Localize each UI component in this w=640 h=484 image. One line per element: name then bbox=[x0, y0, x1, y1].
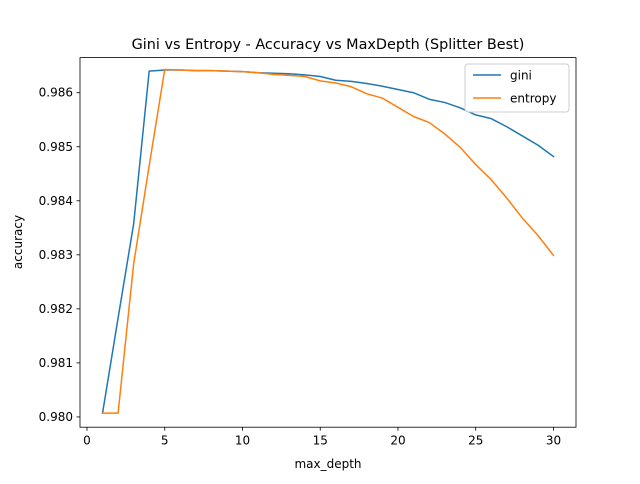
y-axis-label: accuracy bbox=[11, 215, 25, 269]
y-tick-label: 0.980 bbox=[39, 410, 73, 424]
x-axis: 0 5 10 15 20 25 30 bbox=[83, 427, 561, 448]
plot-frame bbox=[79, 57, 577, 428]
x-tick-label: 20 bbox=[390, 434, 405, 448]
y-tick-label: 0.985 bbox=[39, 140, 73, 154]
series-line-gini bbox=[101, 69, 555, 415]
y-tick-label: 0.984 bbox=[39, 194, 73, 208]
legend-entropy-label: entropy bbox=[510, 92, 556, 106]
x-tick-label: 10 bbox=[235, 434, 250, 448]
x-tick-label: 0 bbox=[83, 434, 91, 448]
y-tick-label: 0.986 bbox=[39, 86, 73, 100]
x-tick-label: 25 bbox=[468, 434, 483, 448]
x-axis-label: max_depth bbox=[294, 457, 361, 471]
x-tick-label: 30 bbox=[546, 434, 561, 448]
x-tick-label: 15 bbox=[313, 434, 328, 448]
legend-gini-label: gini bbox=[510, 69, 532, 83]
y-tick-label: 0.983 bbox=[39, 248, 73, 262]
chart-title: Gini vs Entropy - Accuracy vs MaxDepth (… bbox=[132, 37, 525, 53]
y-axis: 0.980 0.981 0.982 0.983 0.984 0.985 0.986 bbox=[39, 86, 80, 424]
legend: gini entropy bbox=[464, 63, 570, 113]
y-tick-label: 0.982 bbox=[39, 302, 73, 316]
x-tick-label: 5 bbox=[161, 434, 169, 448]
series-line-entropy bbox=[101, 68, 555, 414]
series-layer bbox=[101, 68, 555, 415]
y-tick-label: 0.981 bbox=[39, 356, 73, 370]
legend-box bbox=[464, 63, 570, 113]
plot-area bbox=[79, 57, 577, 428]
